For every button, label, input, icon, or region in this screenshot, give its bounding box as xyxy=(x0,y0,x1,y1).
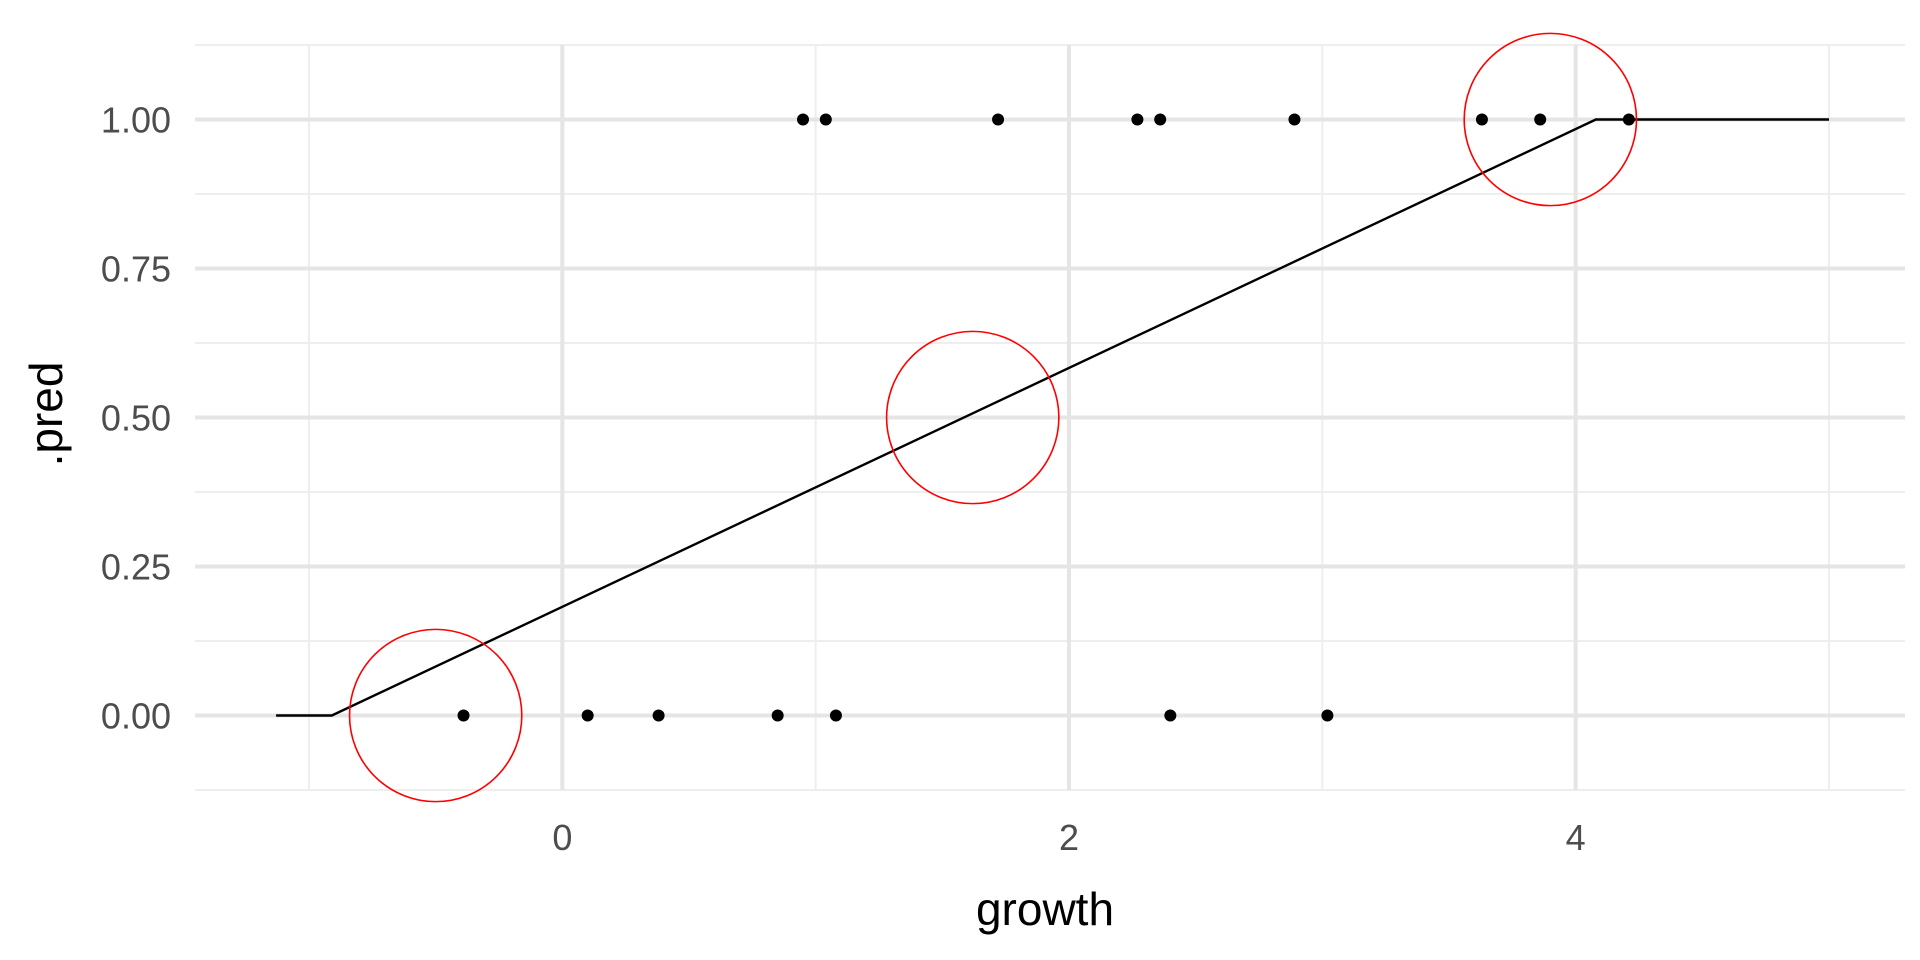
data-point xyxy=(819,113,832,126)
data-point xyxy=(829,709,842,722)
fit-line xyxy=(276,118,1829,717)
data-point xyxy=(1288,113,1301,126)
data-point xyxy=(652,709,665,722)
x-tick-label: 4 xyxy=(1566,817,1586,858)
data-point xyxy=(581,709,594,722)
data-point xyxy=(1321,709,1334,722)
x-tick-label: 2 xyxy=(1059,817,1079,858)
y-tick-label: 0.50 xyxy=(101,398,171,439)
y-tick-label: 0.25 xyxy=(101,547,171,588)
highlight-circles-layer xyxy=(348,32,1638,803)
data-point xyxy=(771,709,784,722)
x-tick-labels: 0 2 4 xyxy=(552,817,1585,858)
fit-line-layer xyxy=(276,118,1829,717)
highlight-circle xyxy=(1463,32,1638,207)
highlight-circle xyxy=(348,628,523,803)
x-tick-label: 0 xyxy=(552,817,572,858)
y-axis-title: .pred xyxy=(20,362,72,467)
y-tick-label: 1.00 xyxy=(101,100,171,141)
y-tick-label: 0.75 xyxy=(101,249,171,290)
points-layer xyxy=(457,113,1635,722)
data-point xyxy=(1164,709,1177,722)
highlight-circle xyxy=(885,330,1060,505)
data-point xyxy=(992,113,1005,126)
y-tick-labels: 0.00 0.25 0.50 0.75 1.00 xyxy=(101,100,171,737)
data-point xyxy=(457,709,470,722)
major-gridlines xyxy=(195,45,1905,790)
data-point xyxy=(1534,113,1547,126)
x-axis-title: growth xyxy=(976,883,1114,935)
data-point xyxy=(1475,113,1488,126)
data-point xyxy=(1154,113,1167,126)
data-point xyxy=(1131,113,1144,126)
data-point xyxy=(797,113,809,126)
data-point xyxy=(1622,113,1635,126)
y-tick-label: 0.00 xyxy=(101,696,171,737)
